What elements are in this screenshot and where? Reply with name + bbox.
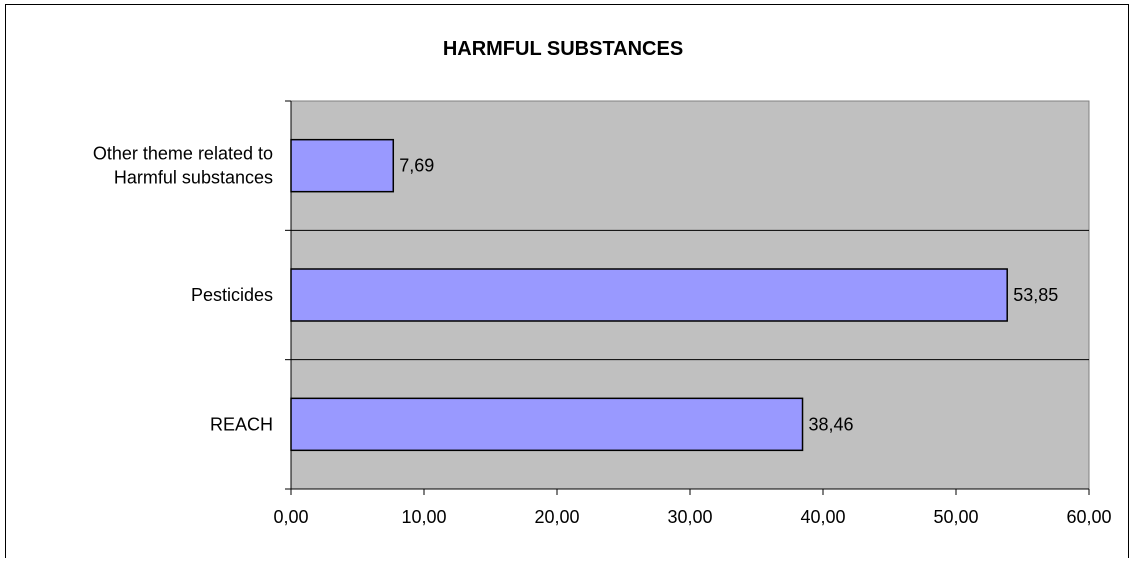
data-label: 7,69 xyxy=(399,156,434,176)
x-tick-label: 10,00 xyxy=(401,507,446,527)
category-label-line: Harmful substances xyxy=(114,168,273,188)
bar xyxy=(290,138,395,193)
gridlines xyxy=(291,229,1089,361)
chart-frame: HARMFUL SUBSTANCES 7,69 53,85 38,46 0,00 10,… xyxy=(5,4,1129,558)
category-label-line: Pesticides xyxy=(191,285,273,305)
bar xyxy=(290,268,1008,322)
data-label: 38,46 xyxy=(809,414,854,434)
x-tick-label: 20,00 xyxy=(534,507,579,527)
x-tick-label: 60,00 xyxy=(1066,507,1111,527)
bar-chart: HARMFUL SUBSTANCES 7,69 53,85 38,46 0,00 10,… xyxy=(93,38,1112,527)
x-tick-label: 40,00 xyxy=(800,507,845,527)
x-tick-label: 0,00 xyxy=(273,507,308,527)
category-label: Pesticides xyxy=(191,285,273,305)
labels: 7,69 53,85 38,46 0,00 10,00 20,00 30,00 40,00 50… xyxy=(93,144,1112,527)
x-tick-label: 50,00 xyxy=(933,507,978,527)
category-label-line: Other theme related to xyxy=(93,144,273,164)
bar xyxy=(290,397,804,452)
category-label: REACH xyxy=(210,414,273,434)
x-tick-label: 30,00 xyxy=(667,507,712,527)
chart-title: HARMFUL SUBSTANCES xyxy=(443,38,683,60)
category-label-line: REACH xyxy=(210,414,273,434)
axes xyxy=(285,100,1090,495)
category-label: Other theme related to Harmful substances xyxy=(93,144,273,188)
data-label: 53,85 xyxy=(1013,285,1058,305)
